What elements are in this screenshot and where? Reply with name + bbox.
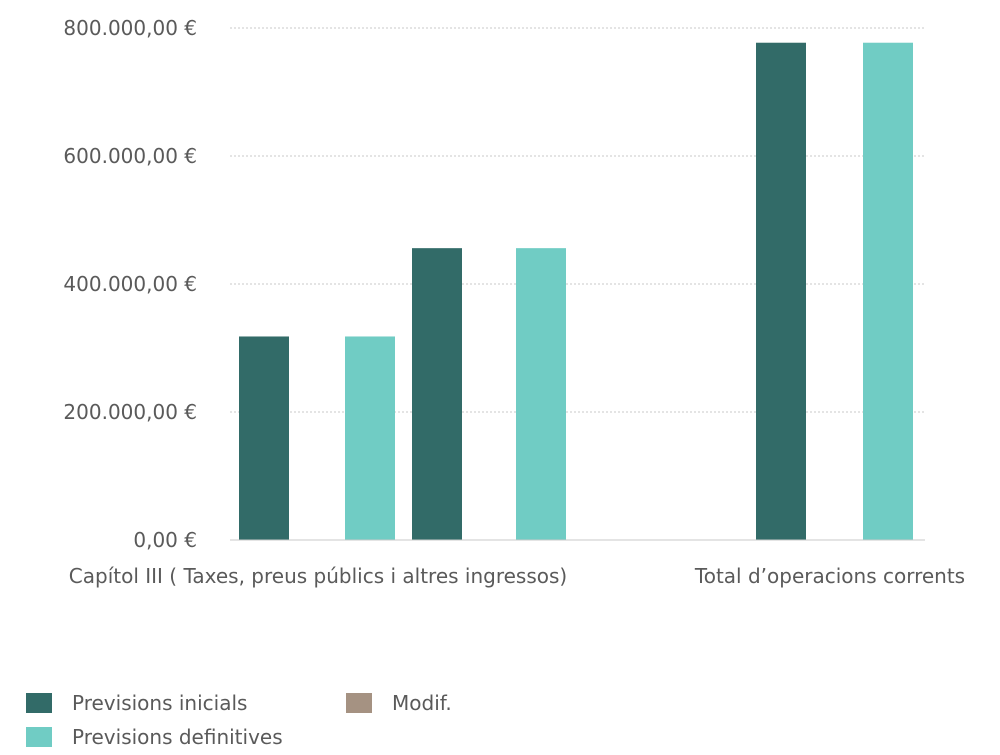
legend-item-previsions-inicials: Previsions inicials xyxy=(26,691,247,715)
y-tick-label: 400.000,00 € xyxy=(63,272,197,296)
bar-previsions-inicials-0 xyxy=(412,248,462,540)
legend-item-modif: Modif. xyxy=(346,691,452,715)
y-tick-label: 800.000,00 € xyxy=(63,16,197,40)
legend-swatch-previsions-inicials xyxy=(26,693,52,713)
legend: Previsions inicials Modif. Previsions de… xyxy=(26,683,546,753)
y-tick-label: 600.000,00 € xyxy=(63,144,197,168)
bar-previsions-definitives-0 xyxy=(345,336,395,540)
legend-swatch-modif xyxy=(346,693,372,713)
y-axis-tick-labels: 0,00 € 200.000,00 € 400.000,00 € 600.000,00… xyxy=(63,16,197,552)
bar-previsions-inicials-0 xyxy=(239,336,289,540)
legend-label-modif: Modif. xyxy=(392,691,452,715)
gridlines xyxy=(230,27,925,413)
bar-chart: 0,00 € 200.000,00 € 400.000,00 € 600.000,00… xyxy=(63,16,965,588)
bar-previsions-inicials-1 xyxy=(756,42,806,540)
legend-item-previsions-definitives: Previsions definitives xyxy=(26,725,283,749)
x-category-label-capitol-iii: Capítol III ( Taxes, preus públics i alt… xyxy=(69,564,567,588)
legend-swatch-previsions-definitives xyxy=(26,727,52,747)
y-tick-label: 200.000,00 € xyxy=(63,400,197,424)
x-category-label-total-operacions: Total d’operacions corrents xyxy=(694,564,965,588)
bars xyxy=(239,42,913,540)
y-tick-label: 0,00 € xyxy=(133,528,197,552)
legend-label-previsions-inicials: Previsions inicials xyxy=(72,691,248,715)
bar-previsions-definitives-1 xyxy=(863,42,913,540)
bar-previsions-definitives-0 xyxy=(516,248,566,540)
legend-label-previsions-definitives: Previsions definitives xyxy=(72,725,283,749)
